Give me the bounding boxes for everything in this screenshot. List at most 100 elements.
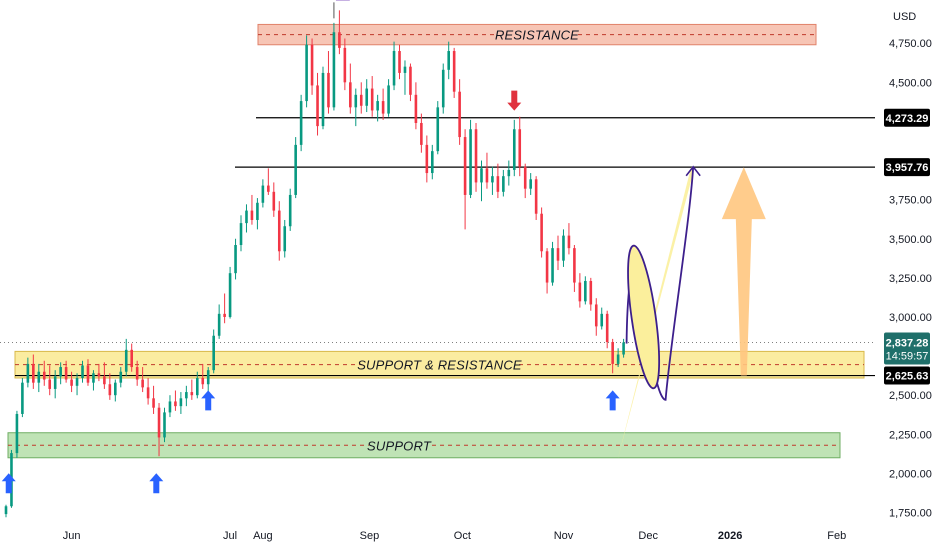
blue-up-arrow-2 (149, 473, 164, 494)
candle-body (436, 107, 440, 152)
candle-body (299, 101, 303, 145)
price-tick-label: 3,250.00 (889, 273, 932, 285)
candle-body (261, 185, 265, 203)
candle-body (81, 365, 84, 378)
candle-body (114, 382, 117, 396)
candle-body (294, 144, 297, 195)
time-tick-label: Nov (554, 530, 574, 542)
candle-body (15, 413, 19, 454)
currency-label: USD (893, 11, 916, 23)
candle-body (496, 176, 500, 192)
level-2625-badge (884, 366, 930, 385)
candle-body (59, 367, 62, 377)
level-4273-badge-label: 4,273.29 (886, 113, 929, 125)
candle-body (414, 94, 418, 123)
blue-up-arrow-4 (605, 390, 620, 411)
candle-body (605, 313, 609, 343)
candle-body (146, 387, 150, 399)
price-tick-label: 1,750.00 (889, 508, 932, 520)
candle-body (223, 313, 226, 317)
candle-body (491, 176, 494, 183)
price-tick-label: 2,250.00 (889, 429, 932, 441)
price-tick-label: 2,500.00 (889, 390, 932, 402)
support-zone-label: SUPPORT (367, 438, 432, 453)
projection-ellipse (627, 244, 661, 390)
candle-body (365, 88, 369, 106)
candle-body (288, 194, 292, 227)
candle-body (201, 377, 205, 385)
candle-body (485, 168, 489, 183)
time-tick-label: Sep (360, 530, 380, 542)
level-3957-badge (884, 158, 930, 177)
time-tick-label: Feb (827, 530, 846, 542)
support-resistance-zone-label-bg (362, 356, 517, 373)
candle-body (4, 506, 8, 515)
candle-body (359, 94, 363, 106)
blue-up-arrow-3 (201, 390, 216, 411)
candle-body (463, 137, 467, 195)
candle-body (42, 371, 46, 380)
candle-body (152, 398, 155, 408)
price-tick-label: 3,000.00 (889, 312, 932, 324)
candle-body (321, 72, 325, 127)
candle-body (179, 398, 183, 407)
candle-body (64, 367, 68, 380)
candle-body (567, 235, 571, 249)
candle-body (21, 382, 24, 414)
price-tick-label: 3,750.00 (889, 195, 932, 207)
time-tick-label: Dec (638, 530, 658, 542)
candle-body (534, 179, 538, 214)
time-tick-label: Aug (253, 530, 273, 542)
candle-body (376, 101, 379, 111)
price-axis[interactable]: USD 4,750.00 4,500.00 3,750.00 3,500.00 3,25… (884, 11, 932, 520)
candle-body (594, 304, 598, 327)
candle-body (26, 363, 30, 383)
candle-body (212, 335, 215, 371)
candle-body (392, 51, 396, 86)
candle-body (523, 166, 527, 189)
time-tick-label: Oct (454, 530, 471, 542)
candle-body (48, 379, 52, 389)
time-tick-label: Jul (223, 530, 237, 542)
candle-body (228, 273, 232, 317)
candle-body (420, 122, 423, 145)
candle-body (425, 144, 429, 174)
candle-body (332, 32, 336, 108)
candle-body (551, 248, 554, 283)
candle-body (338, 32, 341, 48)
candle-body (277, 210, 281, 252)
candle-body (441, 69, 445, 108)
candle-body (600, 313, 604, 327)
candle-body (529, 179, 532, 189)
candle-body (256, 202, 259, 220)
candle-body (185, 392, 188, 399)
candle-body (387, 85, 390, 114)
candle-body (168, 401, 172, 413)
target-arrow (721, 167, 766, 376)
candle-body (578, 282, 582, 302)
level-2625-badge-label: 2,625.63 (886, 371, 929, 383)
candle-body (589, 280, 593, 305)
candle-body (622, 342, 625, 355)
candle-body (206, 370, 210, 385)
candle-body (469, 129, 472, 195)
candle-body (267, 185, 270, 192)
candle-body (272, 191, 276, 211)
candle-body (86, 365, 90, 383)
time-axis[interactable]: Jun Jul Aug Sep Oct Nov Dec 2026 Feb (63, 530, 847, 542)
candle-body (431, 151, 434, 174)
candle-body (452, 51, 456, 92)
current-price-label: 2,837.28 (886, 337, 929, 349)
candle-body (250, 210, 254, 220)
candle-body (141, 379, 144, 388)
candle-body (135, 367, 139, 380)
candle-body (157, 407, 161, 438)
time-tick-label: Jun (63, 530, 81, 542)
zones-layer: RESISTANCE SUPPORT & RESISTANCE SUPPORT (7, 23, 865, 459)
candle-body (310, 44, 314, 86)
candle-body (239, 223, 243, 246)
candle-body (92, 373, 95, 383)
price-tick-label: 4,500.00 (889, 77, 932, 89)
red-down-arrow (507, 90, 522, 111)
